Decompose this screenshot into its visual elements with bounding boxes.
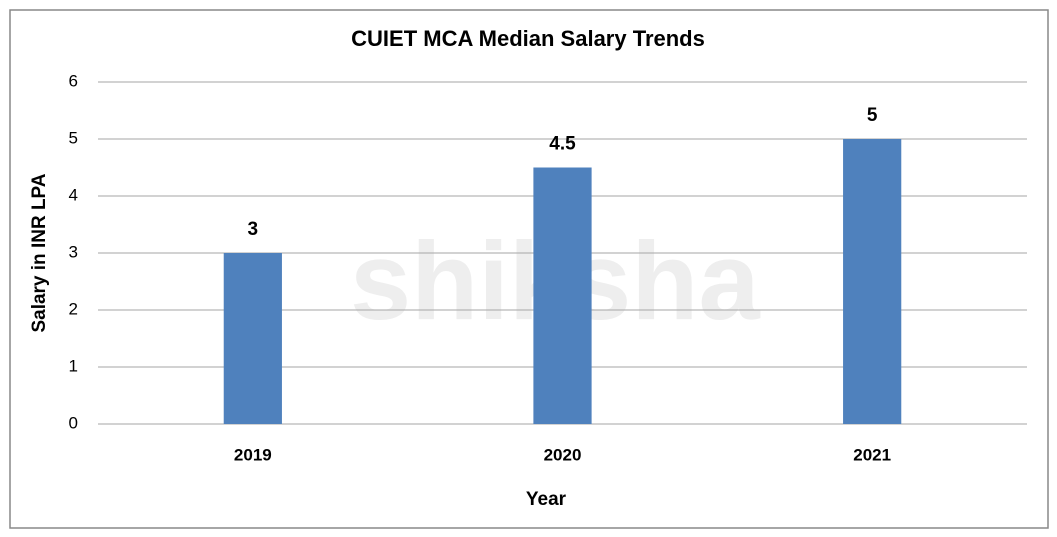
data-label: 5 — [867, 105, 878, 126]
x-tick-label: 2020 — [544, 445, 582, 464]
y-tick-label: 4 — [69, 185, 78, 204]
data-label: 4.5 — [549, 134, 576, 155]
x-axis-label: Year — [526, 489, 567, 510]
data-label: 3 — [248, 219, 259, 240]
x-tick-label: 2019 — [234, 445, 272, 464]
y-axis-label: Salary in INR LPA — [29, 173, 50, 332]
chart-title: CUIET MCA Median Salary Trends — [351, 26, 705, 51]
bar — [533, 167, 592, 424]
y-tick-label: 2 — [69, 299, 78, 318]
bar — [843, 139, 902, 424]
y-tick-label: 3 — [69, 242, 78, 261]
y-tick-label: 1 — [69, 356, 78, 375]
bar — [223, 253, 282, 424]
y-tick-label: 5 — [69, 128, 78, 147]
y-tick-label: 0 — [69, 413, 78, 432]
y-tick-label: 6 — [69, 71, 78, 90]
x-tick-label: 2021 — [853, 445, 891, 464]
